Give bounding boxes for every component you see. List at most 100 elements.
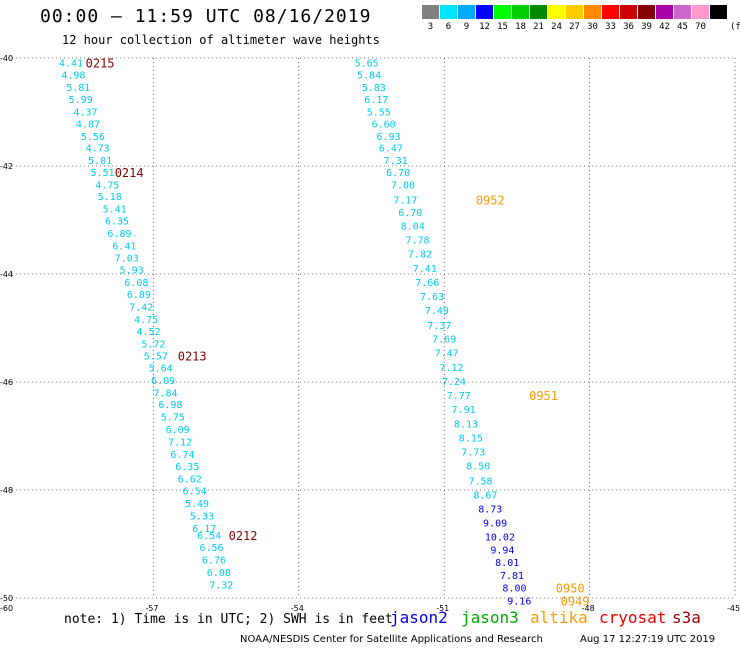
satellite-name: jason2 — [390, 608, 448, 627]
wave-height-value: 8.04 — [401, 221, 425, 232]
wave-height-value: 7.63 — [420, 292, 444, 303]
wave-height-value: 6.17 — [364, 95, 388, 106]
legend-label: 12 — [479, 22, 490, 32]
wave-height-value: 4.37 — [73, 107, 97, 118]
wave-height-value: 5.55 — [367, 107, 391, 118]
chart-title: 00:00 – 11:59 UTC 08/16/2019 — [40, 6, 372, 27]
wave-height-labels: 4.41 4.985.815.994.374.87 5.564.735.015.51… — [59, 58, 531, 607]
wave-height-value: 7.91 — [452, 405, 476, 416]
wave-height-value: 6.74 — [170, 450, 194, 461]
wave-height-value: 4.52 — [137, 327, 161, 338]
wave-height-value: 4.73 — [86, 144, 110, 155]
wave-height-value: 7.32 — [209, 581, 233, 592]
legend-label: 45 — [677, 22, 688, 32]
wave-height-value: 7.17 — [393, 195, 417, 206]
legend-label: 70 — [695, 22, 706, 32]
wave-height-value: 6.54 — [183, 487, 207, 498]
wave-height-value: 6.54 — [197, 531, 221, 542]
wave-height-value: 7.58 — [469, 476, 493, 487]
legend-label: 33 — [605, 22, 616, 32]
legend-swatch — [458, 5, 475, 19]
wave-height-value: 4.75 — [134, 315, 158, 326]
wave-height-value: 5.41 — [103, 205, 127, 216]
wave-height-value: 5.83 — [362, 83, 386, 94]
wave-height-value: 6.89 — [127, 290, 151, 301]
y-tick-label: -42 — [0, 162, 13, 171]
legend-swatch — [602, 5, 619, 19]
legend-swatch — [692, 5, 709, 19]
wave-height-value: 5.51 — [90, 168, 114, 179]
legend-label: 27 — [569, 22, 580, 32]
wave-height-value: 8.00 — [502, 584, 526, 595]
pass-time-label: 0952 — [476, 193, 505, 207]
wave-height-value: 5.84 — [357, 71, 381, 82]
wave-height-value: 5.72 — [141, 340, 165, 351]
legend-label: 39 — [641, 22, 652, 32]
pass-time-label: 0212 — [229, 529, 258, 543]
pass-time-label: 0951 — [529, 389, 558, 403]
x-tick-label: -54 — [291, 604, 304, 613]
pass-time-label: 0214 — [115, 166, 144, 180]
legend-swatch — [530, 5, 547, 19]
wave-height-value: 6.70 — [398, 208, 422, 219]
wave-height-value: 6.47 — [379, 144, 403, 155]
wave-height-value: 7.66 — [415, 278, 439, 289]
wave-height-value: 7.77 — [447, 391, 471, 402]
wave-height-value: 8.13 — [454, 420, 478, 431]
wave-height-value: 5.65 — [355, 58, 379, 69]
wave-height-value: 5.81 — [66, 83, 90, 94]
wave-height-value: 8.50 — [466, 462, 490, 473]
legend-swatch — [674, 5, 691, 19]
wave-height-value: 4.87 — [76, 119, 100, 130]
wave-height-value: 9.16 — [507, 597, 531, 608]
wave-height-value: 5.56 — [81, 132, 105, 143]
wave-height-value: 6.17 — [192, 524, 216, 535]
wave-height-value: 6.62 — [178, 475, 202, 486]
legend-label: 18 — [515, 22, 526, 32]
legend-label: 9 — [463, 22, 470, 32]
x-tick-label: -51 — [436, 604, 449, 613]
wave-height-value: 8.15 — [459, 434, 483, 445]
satellite-name: cryosat — [599, 608, 667, 627]
legend-label: 3 — [427, 22, 434, 32]
wave-height-value: 6.08 — [124, 278, 148, 289]
wave-height-value: 5.49 — [185, 499, 209, 510]
wave-height-value: 6.60 — [372, 119, 396, 130]
pass-time-label: 0950 — [556, 582, 585, 596]
legend-swatch — [476, 5, 493, 19]
wave-height-value: 5.75 — [161, 413, 185, 424]
wave-height-value: 4.75 — [95, 180, 119, 191]
legend-swatch — [656, 5, 673, 19]
plot-grid — [8, 57, 736, 599]
wave-height-value: 7.12 — [439, 363, 463, 374]
legend-swatch — [512, 5, 529, 19]
wave-height-value: 5.57 — [144, 352, 168, 363]
legend-label: 42 — [659, 22, 670, 32]
wave-height-value: 5.64 — [149, 363, 173, 374]
wave-height-value: 7.37 — [427, 321, 451, 332]
wave-height-value: 7.49 — [425, 306, 449, 317]
legend-swatch — [548, 5, 565, 19]
wave-height-value: 6.70 — [386, 168, 410, 179]
wave-height-value: 7.42 — [129, 302, 153, 313]
legend-label: 21 — [533, 22, 544, 32]
wave-height-value: 6.41 — [112, 241, 136, 252]
pass-time-label: 0215 — [86, 56, 115, 70]
satellite-name: altika — [530, 608, 588, 627]
wave-height-value: 7.41 — [413, 264, 437, 275]
legend-swatch — [566, 5, 583, 19]
y-tick-label: -44 — [0, 270, 13, 279]
wave-height-value: 9.94 — [490, 545, 514, 556]
x-tick-label: -48 — [582, 604, 595, 613]
corner-tick-label: -60 — [0, 604, 13, 613]
wave-height-value: 5.01 — [88, 156, 112, 167]
wave-height-value: 7.82 — [408, 249, 432, 260]
wave-height-value: 4.41 — [59, 58, 83, 69]
wave-height-value: 7.78 — [405, 235, 429, 246]
wave-height-value: 6.93 — [376, 132, 400, 143]
y-tick-label: -48 — [0, 486, 13, 495]
axis-ticks: -57 -54 -51 -48 -45 -40 -42 -44 -46 -48 -50-60 — [0, 54, 740, 613]
legend-swatch — [710, 5, 727, 19]
wave-height-value: 6.35 — [175, 462, 199, 473]
